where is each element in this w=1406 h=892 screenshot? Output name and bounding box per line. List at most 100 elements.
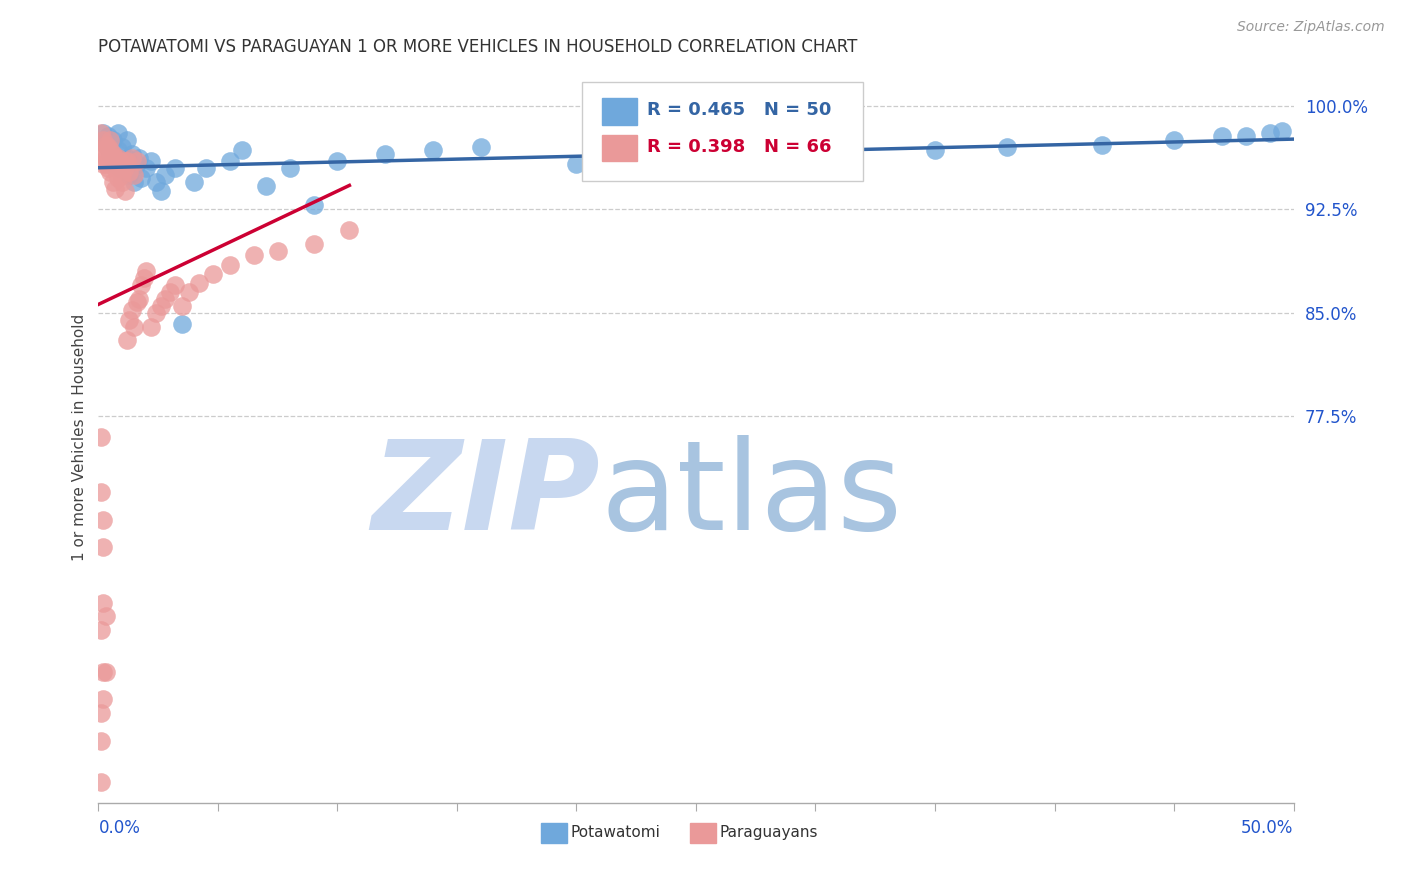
Bar (690, 822, 716, 843)
Point (339, 223, 361, 237)
Point (125, 157, 148, 171)
Point (97, 161, 120, 175)
Point (121, 303, 143, 318)
Point (124, 175, 146, 189)
Point (302, 198, 325, 212)
Point (254, 178, 277, 193)
Point (422, 143, 444, 157)
Point (124, 168, 146, 182)
Point (91, 596, 114, 610)
Point (104, 157, 127, 171)
Point (202, 267, 225, 281)
Point (128, 292, 150, 306)
Point (172, 317, 194, 331)
Point (195, 161, 218, 175)
Text: 0.0%: 0.0% (98, 820, 141, 838)
Point (115, 334, 138, 348)
Point (104, 182, 127, 196)
Point (183, 175, 205, 189)
Point (685, 151, 707, 165)
Point (90, 733, 112, 747)
Point (149, 185, 172, 199)
Text: POTAWATOMI VS PARAGUAYAN 1 OR MORE VEHICLES IN HOUSEHOLD CORRELATION CHART: POTAWATOMI VS PARAGUAYAN 1 OR MORE VEHIC… (98, 38, 858, 56)
Point (118, 312, 141, 326)
Point (94, 609, 117, 624)
Point (90, 706, 112, 720)
Point (145, 175, 167, 189)
Point (111, 175, 134, 189)
Point (243, 248, 266, 262)
Text: atlas: atlas (600, 435, 903, 556)
Point (115, 133, 138, 147)
Point (132, 271, 155, 285)
Point (107, 151, 129, 165)
Point (97, 154, 120, 169)
Point (94, 157, 117, 171)
Point (107, 170, 129, 185)
Point (163, 161, 186, 175)
Point (1211, 129, 1233, 144)
Point (94, 665, 117, 679)
Point (131, 170, 153, 185)
Point (91, 133, 114, 147)
Point (90, 127, 112, 141)
Point (114, 161, 136, 175)
Point (114, 157, 136, 171)
Point (98, 154, 122, 169)
Point (98, 133, 122, 147)
Point (91, 147, 114, 161)
Point (101, 147, 124, 161)
Point (107, 143, 129, 157)
Point (149, 299, 172, 313)
Point (187, 276, 209, 290)
Point (219, 258, 242, 272)
Point (98, 147, 122, 161)
Point (155, 168, 177, 182)
Point (302, 236, 325, 251)
Point (131, 278, 153, 293)
Point (155, 292, 177, 306)
Point (91, 665, 114, 679)
Point (97, 140, 120, 154)
Point (1163, 133, 1185, 147)
Point (1234, 129, 1257, 144)
Point (90, 143, 112, 157)
Point (139, 154, 162, 169)
Point (90, 775, 112, 789)
Point (1271, 124, 1294, 138)
Point (94, 137, 117, 152)
Point (267, 244, 290, 258)
Point (145, 306, 167, 320)
Point (159, 285, 181, 300)
Point (125, 154, 148, 169)
Point (111, 140, 134, 154)
Point (135, 161, 157, 175)
Point (278, 161, 301, 175)
Point (98, 165, 122, 179)
Point (326, 154, 349, 169)
Point (118, 168, 141, 182)
Point (128, 151, 150, 165)
Point (94, 151, 117, 165)
Point (91, 541, 114, 555)
Point (94, 137, 117, 152)
Point (114, 185, 136, 199)
Bar (541, 822, 567, 843)
Text: 50.0%: 50.0% (1241, 820, 1294, 838)
Point (1258, 127, 1281, 141)
Bar (602, 98, 637, 125)
Point (111, 154, 134, 169)
Point (108, 161, 131, 175)
Point (90, 624, 112, 638)
Point (101, 154, 124, 169)
Point (115, 154, 138, 169)
Point (90, 485, 112, 500)
Point (804, 147, 827, 161)
Point (104, 151, 127, 165)
Text: R = 0.398   N = 66: R = 0.398 N = 66 (647, 137, 831, 156)
Point (101, 175, 124, 189)
Text: Paraguayans: Paraguayans (720, 824, 818, 839)
Text: Source: ZipAtlas.com: Source: ZipAtlas.com (1237, 20, 1385, 34)
Point (125, 294, 148, 309)
Point (124, 319, 146, 334)
